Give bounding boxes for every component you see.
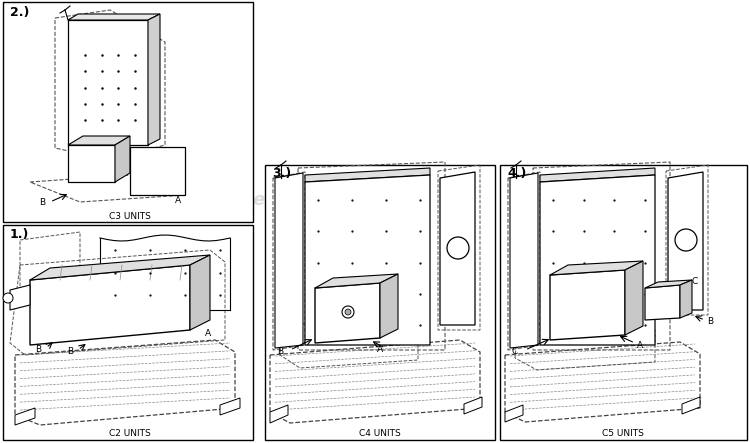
Polygon shape	[625, 261, 643, 335]
Polygon shape	[148, 14, 160, 145]
Polygon shape	[682, 397, 700, 414]
Text: 4.): 4.)	[507, 167, 526, 180]
Text: A: A	[175, 195, 181, 205]
Text: B: B	[277, 347, 283, 357]
Polygon shape	[15, 408, 35, 425]
Polygon shape	[10, 285, 30, 310]
Polygon shape	[220, 398, 240, 415]
Polygon shape	[505, 405, 523, 422]
Text: C5 UNITS: C5 UNITS	[602, 430, 644, 439]
Text: C: C	[512, 347, 518, 357]
Circle shape	[342, 306, 354, 318]
Polygon shape	[115, 136, 130, 182]
Polygon shape	[550, 270, 625, 340]
Polygon shape	[270, 405, 288, 423]
Polygon shape	[275, 173, 303, 348]
Text: C2 UNITS: C2 UNITS	[110, 430, 151, 439]
Polygon shape	[30, 255, 210, 280]
Text: B: B	[35, 346, 41, 354]
Text: 1.): 1.)	[10, 228, 29, 241]
Polygon shape	[305, 175, 430, 345]
Text: B: B	[39, 198, 45, 206]
Polygon shape	[645, 280, 692, 288]
Polygon shape	[265, 165, 495, 440]
Text: B: B	[67, 347, 73, 357]
Text: A: A	[637, 341, 643, 350]
Text: eReplacementParts.com: eReplacementParts.com	[253, 191, 497, 209]
Polygon shape	[3, 2, 253, 222]
Circle shape	[675, 229, 697, 251]
Polygon shape	[30, 265, 190, 345]
Polygon shape	[540, 168, 655, 182]
Polygon shape	[68, 20, 148, 145]
Text: C: C	[692, 277, 698, 287]
Text: A: A	[205, 329, 211, 338]
Text: 3.): 3.)	[272, 167, 291, 180]
Circle shape	[447, 237, 469, 259]
Polygon shape	[315, 283, 380, 343]
Polygon shape	[464, 397, 482, 414]
Polygon shape	[500, 165, 747, 440]
Polygon shape	[190, 255, 210, 330]
Text: A: A	[377, 346, 383, 354]
Polygon shape	[68, 14, 160, 20]
Polygon shape	[540, 175, 655, 345]
Polygon shape	[3, 225, 253, 440]
Polygon shape	[68, 145, 115, 182]
Circle shape	[345, 309, 351, 315]
Polygon shape	[680, 280, 692, 318]
Polygon shape	[440, 172, 475, 325]
Text: C4 UNITS: C4 UNITS	[359, 430, 401, 439]
Polygon shape	[305, 168, 430, 182]
Polygon shape	[550, 261, 643, 275]
Polygon shape	[668, 172, 703, 310]
Circle shape	[3, 293, 13, 303]
Text: C3 UNITS: C3 UNITS	[109, 211, 151, 221]
Polygon shape	[68, 136, 130, 145]
Polygon shape	[315, 274, 398, 288]
Polygon shape	[510, 173, 538, 348]
Text: B: B	[707, 318, 713, 326]
Polygon shape	[130, 147, 185, 195]
Polygon shape	[380, 274, 398, 338]
Polygon shape	[645, 285, 680, 320]
Text: 2.): 2.)	[10, 5, 29, 19]
